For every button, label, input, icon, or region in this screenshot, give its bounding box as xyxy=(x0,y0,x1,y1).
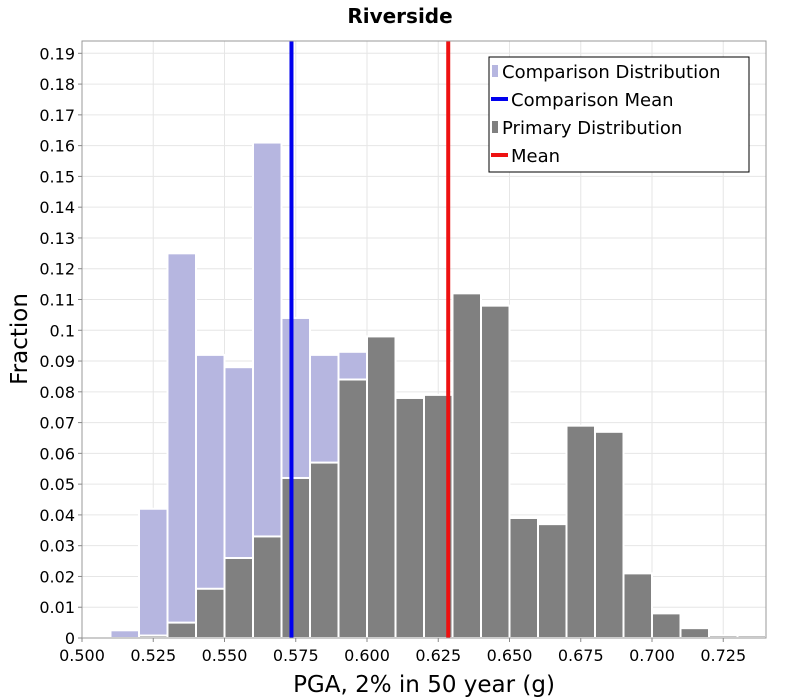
y-tick-label: 0.13 xyxy=(39,229,75,248)
legend: Comparison Distribution Comparison Mean Pr… xyxy=(488,56,750,173)
primary-distribution-bar xyxy=(451,292,482,639)
y-axis-label: Fraction xyxy=(7,293,33,385)
y-tick-label: 0.01 xyxy=(39,598,75,617)
y-tick-label: 0.09 xyxy=(39,352,75,371)
x-axis-label: PGA, 2% in 50 year (g) xyxy=(293,672,555,698)
plot-frame xyxy=(81,40,767,639)
primary-distribution-bar xyxy=(622,572,653,639)
y-tick-label: 0.05 xyxy=(39,475,75,494)
primary-distribution-bar xyxy=(594,430,625,639)
primary-distribution-bar xyxy=(480,304,511,639)
y-tick-label: 0.08 xyxy=(39,383,75,402)
x-tick-label: 0.650 xyxy=(487,646,533,665)
x-tick-label: 0.575 xyxy=(273,646,319,665)
y-tick-label: 0.03 xyxy=(39,537,75,556)
primary-distribution-bar xyxy=(252,535,283,639)
y-tick-label: 0.18 xyxy=(39,75,75,94)
y-tick-label: 0.06 xyxy=(39,444,75,463)
y-tick-label: 0 xyxy=(65,629,75,648)
primary-distribution-bar xyxy=(166,621,197,640)
y-tick-label: 0.15 xyxy=(39,167,75,186)
primary-distribution-bar xyxy=(223,556,254,639)
y-tick-label: 0.14 xyxy=(39,198,75,217)
comparison-distribution-bar xyxy=(109,629,140,640)
primary-distribution-bar xyxy=(195,587,226,639)
comparison-distribution-bar xyxy=(166,252,197,639)
y-tick-label: 0.07 xyxy=(39,414,75,433)
y-tick-label: 0.02 xyxy=(39,567,75,586)
mean-lines xyxy=(289,41,451,638)
primary-distribution-bar xyxy=(337,378,368,639)
chart-title: Riverside xyxy=(347,4,452,28)
primary-distribution-bar xyxy=(309,461,340,639)
legend-box xyxy=(488,56,750,173)
y-tick-label: 0.12 xyxy=(39,260,75,279)
y-tick-label: 0.17 xyxy=(39,106,75,125)
x-tick-label: 0.525 xyxy=(130,646,176,665)
primary-distribution-bar xyxy=(651,612,682,640)
primary-distribution-swatch xyxy=(492,121,498,133)
comparison-distribution-swatch xyxy=(492,65,498,77)
primary-distribution-bar xyxy=(537,523,568,639)
x-tick-label: 0.600 xyxy=(344,646,390,665)
x-tick-label: 0.675 xyxy=(558,646,604,665)
y-tick-label: 0.11 xyxy=(39,290,75,309)
primary-distribution-legend-label: Primary Distribution xyxy=(502,118,682,139)
comparison-mean-legend-label: Comparison Mean xyxy=(511,90,674,111)
primary-distribution-bar xyxy=(366,335,397,639)
primary-distribution-bar xyxy=(394,396,425,640)
x-tick-label: 0.725 xyxy=(700,646,746,665)
primary-distribution-bar xyxy=(679,627,710,640)
y-tick-label: 0.1 xyxy=(50,321,75,340)
x-tick-label: 0.700 xyxy=(629,646,675,665)
x-axis-ticks: 0.500 0.525 0.550 0.575 0.600 0.625 0.650 0.675… xyxy=(59,638,746,665)
bars xyxy=(109,141,767,640)
x-tick-label: 0.500 xyxy=(59,646,105,665)
comparison-distribution-legend-label: Comparison Distribution xyxy=(502,62,721,83)
comparison-distribution-bar xyxy=(138,507,169,639)
y-tick-label: 0.19 xyxy=(39,44,75,63)
primary-distribution-bar xyxy=(565,424,596,639)
x-tick-label: 0.625 xyxy=(415,646,461,665)
primary-distribution-bar xyxy=(508,516,539,640)
y-tick-label: 0.04 xyxy=(39,506,75,525)
mean-legend-label: Mean xyxy=(511,146,560,167)
x-tick-label: 0.550 xyxy=(202,646,248,665)
y-tick-label: 0.16 xyxy=(39,137,75,156)
primary-distribution-bar xyxy=(280,476,311,639)
y-axis-ticks: 0 0.01 0.02 0.03 0.04 0.05 0.06 0.07 0.08 0.09 0.1… xyxy=(39,44,82,648)
